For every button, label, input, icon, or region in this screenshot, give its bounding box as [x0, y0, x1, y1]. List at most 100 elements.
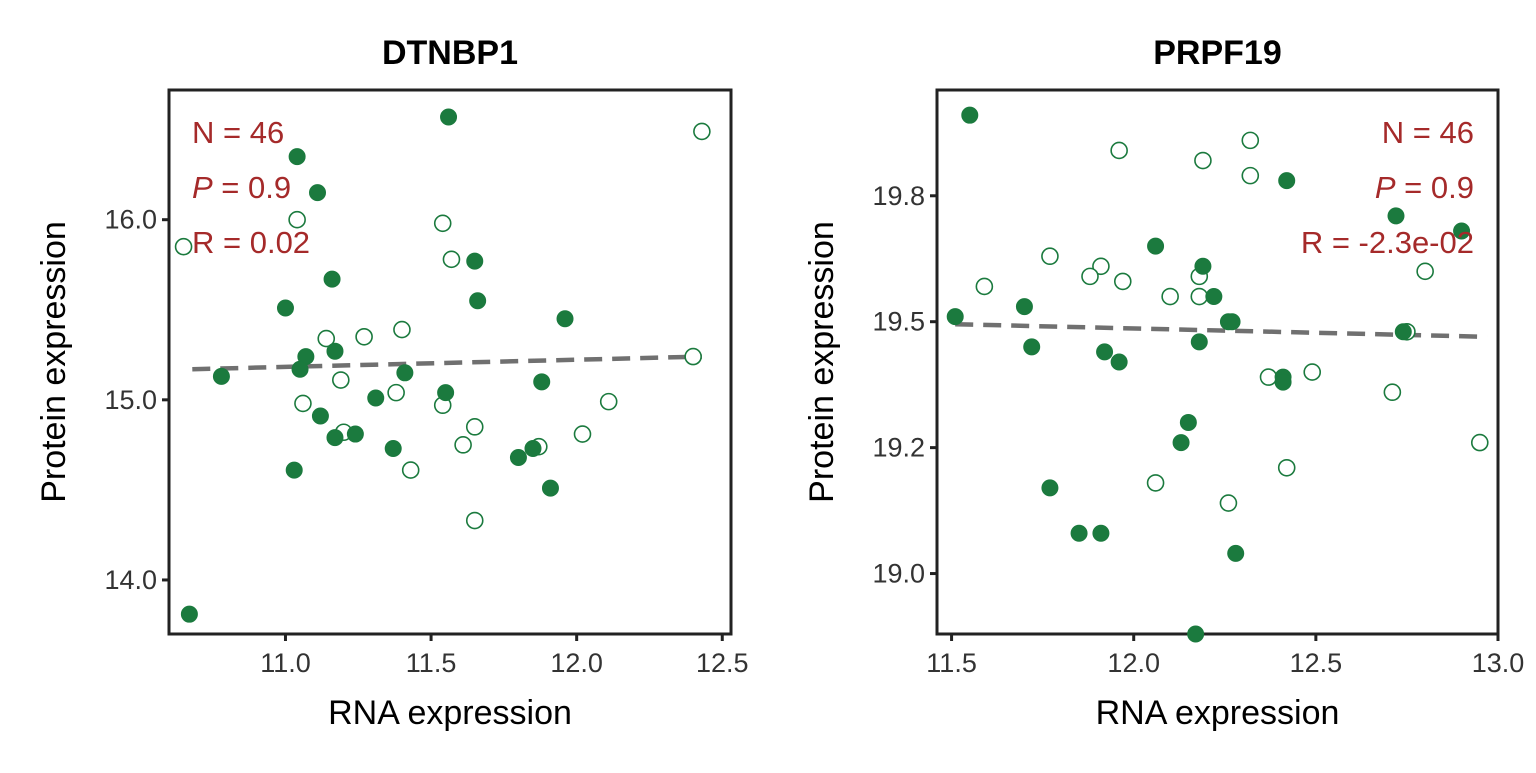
- filled-point: [961, 106, 979, 124]
- filled-point: [180, 605, 198, 623]
- filled-point: [384, 439, 402, 457]
- open-point: [1416, 262, 1434, 281]
- x-tick-label: 12.5: [1290, 648, 1343, 678]
- filled-point: [396, 364, 414, 382]
- fit-line: [192, 354, 702, 372]
- filled-point: [1023, 338, 1041, 356]
- filled-point: [326, 429, 344, 447]
- x-tick-label: 12.5: [696, 648, 749, 678]
- filled-point: [1205, 288, 1223, 306]
- open-point: [393, 320, 411, 339]
- stat-n-label: N = 46: [1382, 115, 1474, 150]
- filled-point: [326, 342, 344, 360]
- stat-p-symbol: P: [192, 170, 213, 205]
- open-point: [1110, 141, 1128, 160]
- stat-r-label: R = -2.3e-02: [1301, 225, 1474, 260]
- x-tick-label: 12.0: [1107, 648, 1160, 678]
- filled-point: [1453, 222, 1471, 240]
- filled-point: [1219, 313, 1237, 331]
- filled-point: [1394, 323, 1412, 341]
- filled-point: [1172, 434, 1190, 452]
- filled-point: [1096, 343, 1114, 361]
- x-tick-label: 11.5: [926, 648, 977, 678]
- filled-point: [323, 270, 341, 288]
- open-point: [1146, 474, 1165, 492]
- chart-panel-1: DTNBP1 11.0 11.5 12.0 12.5 14.0 15.0 16.0 RNA ex…: [35, 34, 749, 732]
- filled-point: [1179, 413, 1197, 431]
- filled-point: [311, 407, 329, 425]
- open-point: [317, 329, 336, 348]
- y-axis-label: Protein expression: [803, 221, 841, 503]
- y-tick-label: 16.0: [104, 205, 157, 235]
- filled-point: [276, 299, 294, 317]
- y-tick-label: 15.0: [104, 385, 157, 415]
- filled-point: [1015, 298, 1033, 316]
- filled-point: [1194, 257, 1212, 275]
- open-point: [1190, 287, 1209, 306]
- open-point: [332, 371, 350, 389]
- filled-point: [1041, 479, 1059, 497]
- filled-point: [346, 425, 364, 443]
- filled-point: [309, 184, 327, 202]
- open-point: [288, 210, 306, 229]
- filled-point: [1092, 524, 1110, 542]
- filled-point: [466, 252, 484, 270]
- open-point: [387, 383, 405, 402]
- open-point: [1113, 272, 1132, 291]
- open-point: [1161, 287, 1179, 306]
- filled-point: [440, 108, 458, 126]
- fit-line: [955, 321, 1488, 340]
- filled-point: [437, 384, 455, 402]
- open-point: [1219, 494, 1238, 512]
- open-point: [401, 461, 420, 479]
- x-axis-label: RNA expression: [328, 694, 572, 732]
- open-point: [294, 394, 312, 413]
- open-point: [1241, 131, 1260, 150]
- filled-point: [1227, 544, 1245, 562]
- x-tick-label: 11.0: [260, 648, 311, 678]
- stat-p-label: P = 0.9: [192, 170, 291, 205]
- open-point: [1081, 267, 1099, 286]
- y-tick-label: 19.8: [872, 181, 925, 211]
- chart-title: DTNBP1: [382, 34, 518, 72]
- stat-r-label: R = 0.02: [192, 225, 310, 260]
- y-axis-label: Protein expression: [35, 221, 73, 503]
- filled-point: [533, 373, 551, 391]
- open-point: [433, 214, 452, 233]
- filled-point: [541, 479, 559, 497]
- filled-point: [1070, 524, 1088, 542]
- open-point: [1092, 257, 1110, 276]
- open-point: [1241, 166, 1260, 185]
- filled-point: [212, 367, 230, 385]
- filled-point: [367, 389, 385, 407]
- open-point: [1194, 151, 1212, 170]
- open-point: [174, 237, 193, 256]
- open-point: [684, 347, 702, 366]
- open-point: [465, 511, 484, 530]
- filled-point: [556, 310, 574, 328]
- x-axis-label: RNA expression: [1096, 694, 1340, 732]
- y-tick-label: 14.0: [104, 565, 157, 595]
- y-tick-label: 19.2: [872, 433, 925, 463]
- filled-point: [1187, 625, 1205, 643]
- filled-point: [285, 461, 303, 479]
- open-point: [693, 122, 711, 141]
- y-tick-label: 19.5: [872, 307, 925, 337]
- stat-n-label: N = 46: [192, 115, 284, 150]
- open-point: [355, 327, 373, 346]
- filled-point: [291, 360, 309, 378]
- stat-p-value: = 0.9: [213, 170, 291, 205]
- chart-title: PRPF19: [1153, 34, 1282, 72]
- filled-point: [469, 292, 487, 310]
- open-point: [1259, 368, 1278, 386]
- filled-point: [1278, 172, 1296, 190]
- x-tick-label: 12.0: [550, 648, 603, 678]
- filled-point: [509, 448, 527, 466]
- open-point: [573, 425, 592, 443]
- filled-point: [1110, 353, 1128, 371]
- chart-panel-2: PRPF19 11.5 12.0 12.5 13.0 19.0 19.2 19.5 19.8 RN…: [803, 34, 1524, 732]
- filled-point: [946, 308, 964, 326]
- filled-point: [1190, 333, 1208, 351]
